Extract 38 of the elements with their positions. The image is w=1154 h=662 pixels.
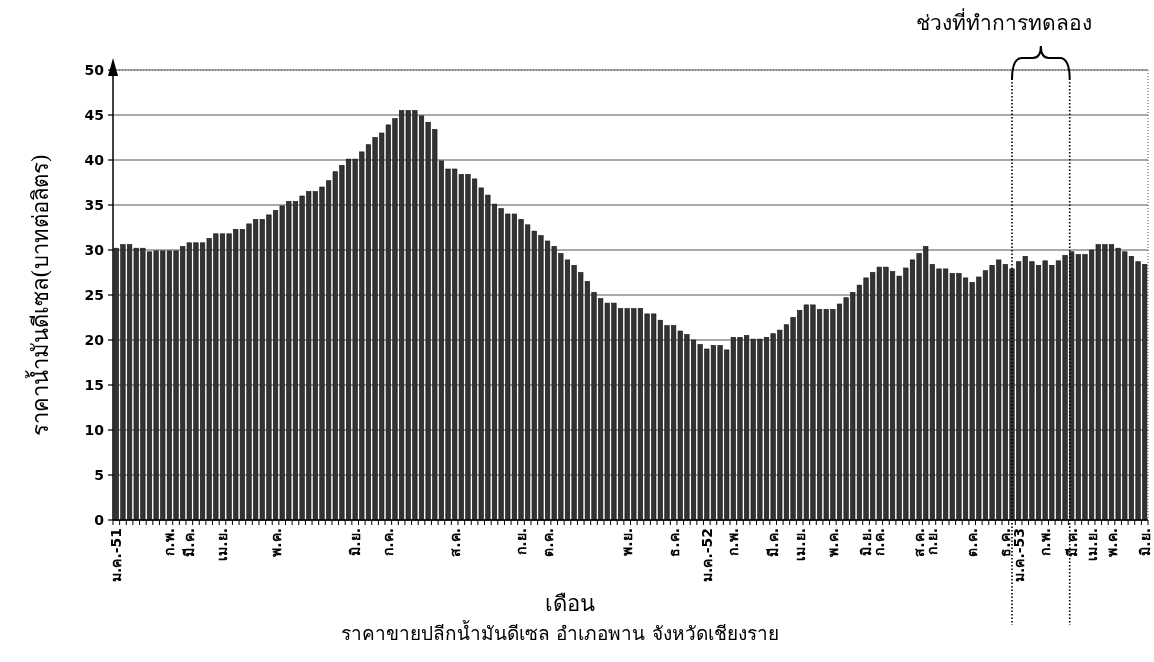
x-tick-label: ก.พ. [725, 528, 742, 556]
y-tick-label: 45 [84, 107, 104, 123]
y-tick-label: 30 [84, 242, 105, 258]
y-tick-label: 50 [84, 62, 105, 78]
x-tick-label: พ.ค. [824, 528, 841, 557]
x-tick-label: ม.ค.-51 [108, 528, 125, 582]
x-tick-label: ธ.ค. [665, 528, 682, 557]
y-tick-label: 25 [84, 287, 104, 303]
x-tick-label: ส.ค. [446, 528, 463, 557]
y-tick-label: 20 [84, 332, 105, 348]
x-tick-label: ม.ค.-52 [698, 528, 715, 582]
y-axis-title: ราคาน้ำมันดีเซล(บาทต่อลิตร) [25, 153, 53, 437]
x-tick-label: มี.ค. [181, 528, 198, 557]
x-tick-label: เม.ย. [791, 528, 808, 561]
y-tick-label: 35 [84, 197, 104, 213]
y-tick-label: 40 [84, 152, 105, 168]
y-tick-label: 5 [94, 467, 104, 483]
text: ราคาขายปลีกน้ำมันดีเซล อำเภอพาน จังหวัดเชียงราย [341, 620, 779, 644]
x-tick-label: ก.ค. [380, 528, 397, 556]
x-tick-label: พ.ค. [267, 528, 284, 557]
text: ช่วงที่ทำการทดลอง [916, 8, 1092, 35]
x-tick-label: มิ.ย. [1136, 528, 1153, 556]
x-axis-title: เดือน [545, 591, 595, 616]
x-tick-label: มี.ค. [1063, 528, 1080, 557]
x-tick-label: ต.ค. [539, 528, 556, 557]
x-tick-label: พ.ย. [619, 528, 636, 556]
x-tick-label: มิ.ย. [347, 528, 364, 556]
x-tick-label: ก.พ. [161, 528, 178, 556]
y-tick-label: 0 [94, 512, 105, 528]
x-tick-label: พ.ค. [1103, 528, 1120, 557]
x-tick-label: เม.ย. [214, 528, 231, 561]
y-tick-label: 10 [84, 422, 105, 438]
x-tick-label: เม.ย. [1083, 528, 1100, 561]
x-tick-label: ก.พ. [1037, 528, 1054, 556]
x-tick-label: ก.ย. [513, 528, 530, 555]
x-tick-label: มี.ค. [765, 528, 782, 557]
y-tick-label: 15 [84, 377, 104, 393]
x-tick-label: ต.ค. [964, 528, 981, 557]
